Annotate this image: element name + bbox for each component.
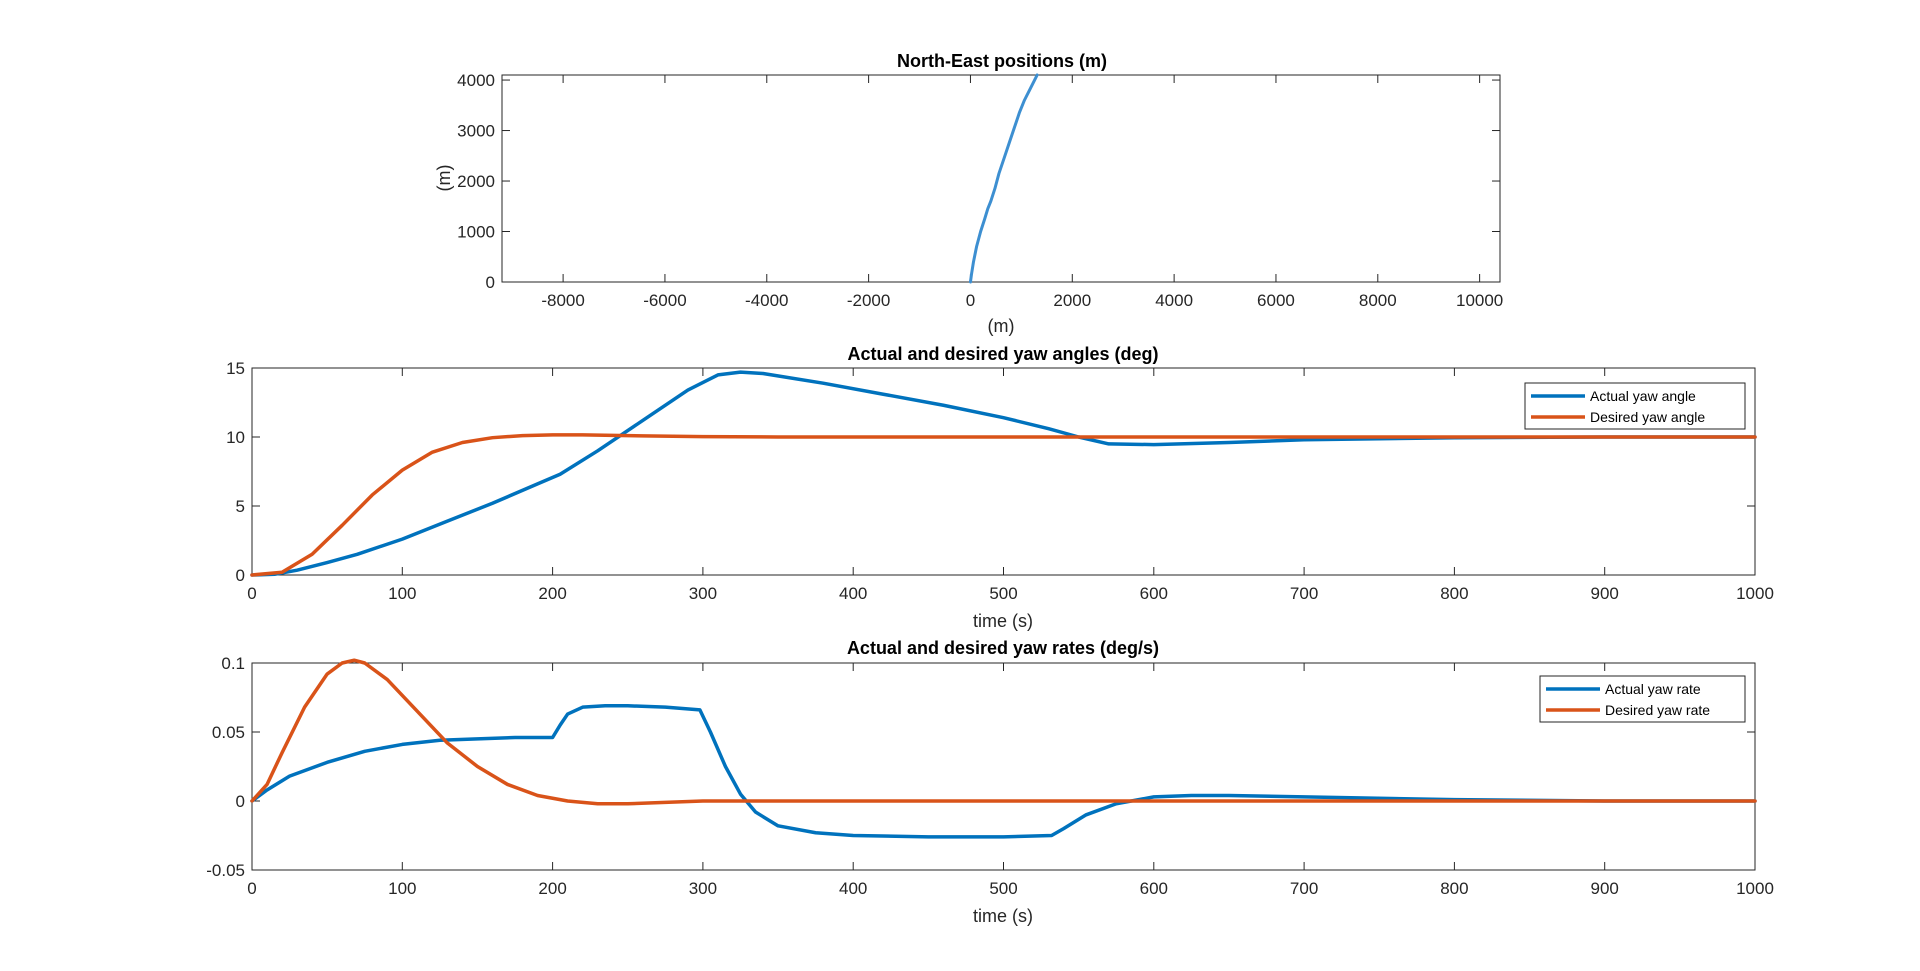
series-line-1 bbox=[968, 73, 1039, 284]
x-tick-label: 600 bbox=[1140, 879, 1168, 898]
series-group bbox=[968, 73, 1039, 284]
x-tick-label: 2000 bbox=[1053, 291, 1091, 310]
legend-entry-label: Desired yaw angle bbox=[1590, 409, 1705, 425]
series-group bbox=[250, 370, 1757, 577]
x-tick-label: 1000 bbox=[1736, 584, 1774, 603]
plot-area bbox=[501, 74, 1501, 283]
x-tick-label: -4000 bbox=[745, 291, 788, 310]
plot-area bbox=[251, 367, 1756, 576]
legend-box bbox=[1539, 675, 1746, 723]
yaw-angles-chart: Actual and desired yaw angles (deg) 0 100… bbox=[226, 344, 1774, 631]
north-east-positions-chart: North-East positions (m) -8000 -6000 -4000… bbox=[434, 51, 1503, 336]
x-tick-label: 10000 bbox=[1456, 291, 1503, 310]
x-tick-label: 900 bbox=[1591, 879, 1619, 898]
series-line-1 bbox=[250, 370, 1757, 577]
series-line-1 bbox=[250, 704, 1757, 839]
tick-group: 0 100 200 300 400 500 600 700 800 900 1000 0 5 10 15 bbox=[226, 359, 1774, 603]
chart-title: Actual and desired yaw angles (deg) bbox=[847, 344, 1158, 364]
x-tick-label: 600 bbox=[1140, 584, 1168, 603]
series-line-2 bbox=[250, 658, 1757, 806]
x-tick-label: 400 bbox=[839, 879, 867, 898]
y-tick-label: 3000 bbox=[457, 122, 495, 141]
y-tick-label: 0.1 bbox=[221, 654, 245, 673]
x-tick-label: 400 bbox=[839, 584, 867, 603]
x-tick-label: -6000 bbox=[643, 291, 686, 310]
y-tick-label: 0 bbox=[236, 566, 245, 585]
y-tick-label: 2000 bbox=[457, 172, 495, 191]
y-tick-label: 4000 bbox=[457, 71, 495, 90]
x-axis-label: time (s) bbox=[973, 906, 1033, 926]
x-axis-label: (m) bbox=[988, 316, 1015, 336]
y-tick-label: 1000 bbox=[457, 223, 495, 242]
x-tick-label: 800 bbox=[1440, 584, 1468, 603]
x-tick-label: 0 bbox=[247, 584, 256, 603]
tick-group: -8000 -6000 -4000 -2000 0 2000 4000 6000 8000 100… bbox=[457, 71, 1503, 310]
tick-group: 0 100 200 300 400 500 600 700 800 900 1000-0.0500.… bbox=[206, 654, 1774, 898]
series-group bbox=[250, 658, 1757, 839]
x-tick-label: 800 bbox=[1440, 879, 1468, 898]
legend: Actual yaw angle Desired yaw angle bbox=[1524, 382, 1746, 430]
legend: Actual yaw rate Desired yaw rate bbox=[1539, 675, 1746, 723]
x-tick-label: 6000 bbox=[1257, 291, 1295, 310]
x-tick-label: -2000 bbox=[847, 291, 890, 310]
x-tick-label: 300 bbox=[689, 879, 717, 898]
legend-entry-label: Actual yaw rate bbox=[1605, 681, 1701, 697]
y-tick-label: 15 bbox=[226, 359, 245, 378]
x-tick-label: 100 bbox=[388, 879, 416, 898]
x-axis-label: time (s) bbox=[973, 611, 1033, 631]
chart-title: Actual and desired yaw rates (deg/s) bbox=[847, 638, 1159, 658]
y-tick-label: 5 bbox=[236, 497, 245, 516]
chart-title: North-East positions (m) bbox=[897, 51, 1107, 71]
y-tick-label: 0 bbox=[236, 792, 245, 811]
yaw-rates-chart: Actual and desired yaw rates (deg/s) 0 10… bbox=[206, 638, 1774, 926]
x-tick-label: 500 bbox=[989, 584, 1017, 603]
x-tick-label: 4000 bbox=[1155, 291, 1193, 310]
series-line-2 bbox=[250, 433, 1757, 577]
x-tick-label: 500 bbox=[989, 879, 1017, 898]
x-tick-label: 200 bbox=[538, 584, 566, 603]
x-tick-label: 0 bbox=[966, 291, 975, 310]
y-tick-label: -0.05 bbox=[206, 861, 245, 880]
legend-entry-label: Actual yaw angle bbox=[1590, 388, 1696, 404]
y-tick-label: 0 bbox=[486, 273, 495, 292]
y-tick-label: 0.05 bbox=[212, 723, 245, 742]
legend-box bbox=[1524, 382, 1746, 430]
x-tick-label: 200 bbox=[538, 879, 566, 898]
x-tick-label: 300 bbox=[689, 584, 717, 603]
x-tick-label: -8000 bbox=[541, 291, 584, 310]
x-tick-label: 0 bbox=[247, 879, 256, 898]
x-tick-label: 100 bbox=[388, 584, 416, 603]
x-tick-label: 900 bbox=[1591, 584, 1619, 603]
y-axis-label: (m) bbox=[434, 165, 454, 192]
y-tick-label: 10 bbox=[226, 428, 245, 447]
legend-entry-label: Desired yaw rate bbox=[1605, 702, 1710, 718]
x-tick-label: 700 bbox=[1290, 584, 1318, 603]
x-tick-label: 700 bbox=[1290, 879, 1318, 898]
x-tick-label: 8000 bbox=[1359, 291, 1397, 310]
x-tick-label: 1000 bbox=[1736, 879, 1774, 898]
